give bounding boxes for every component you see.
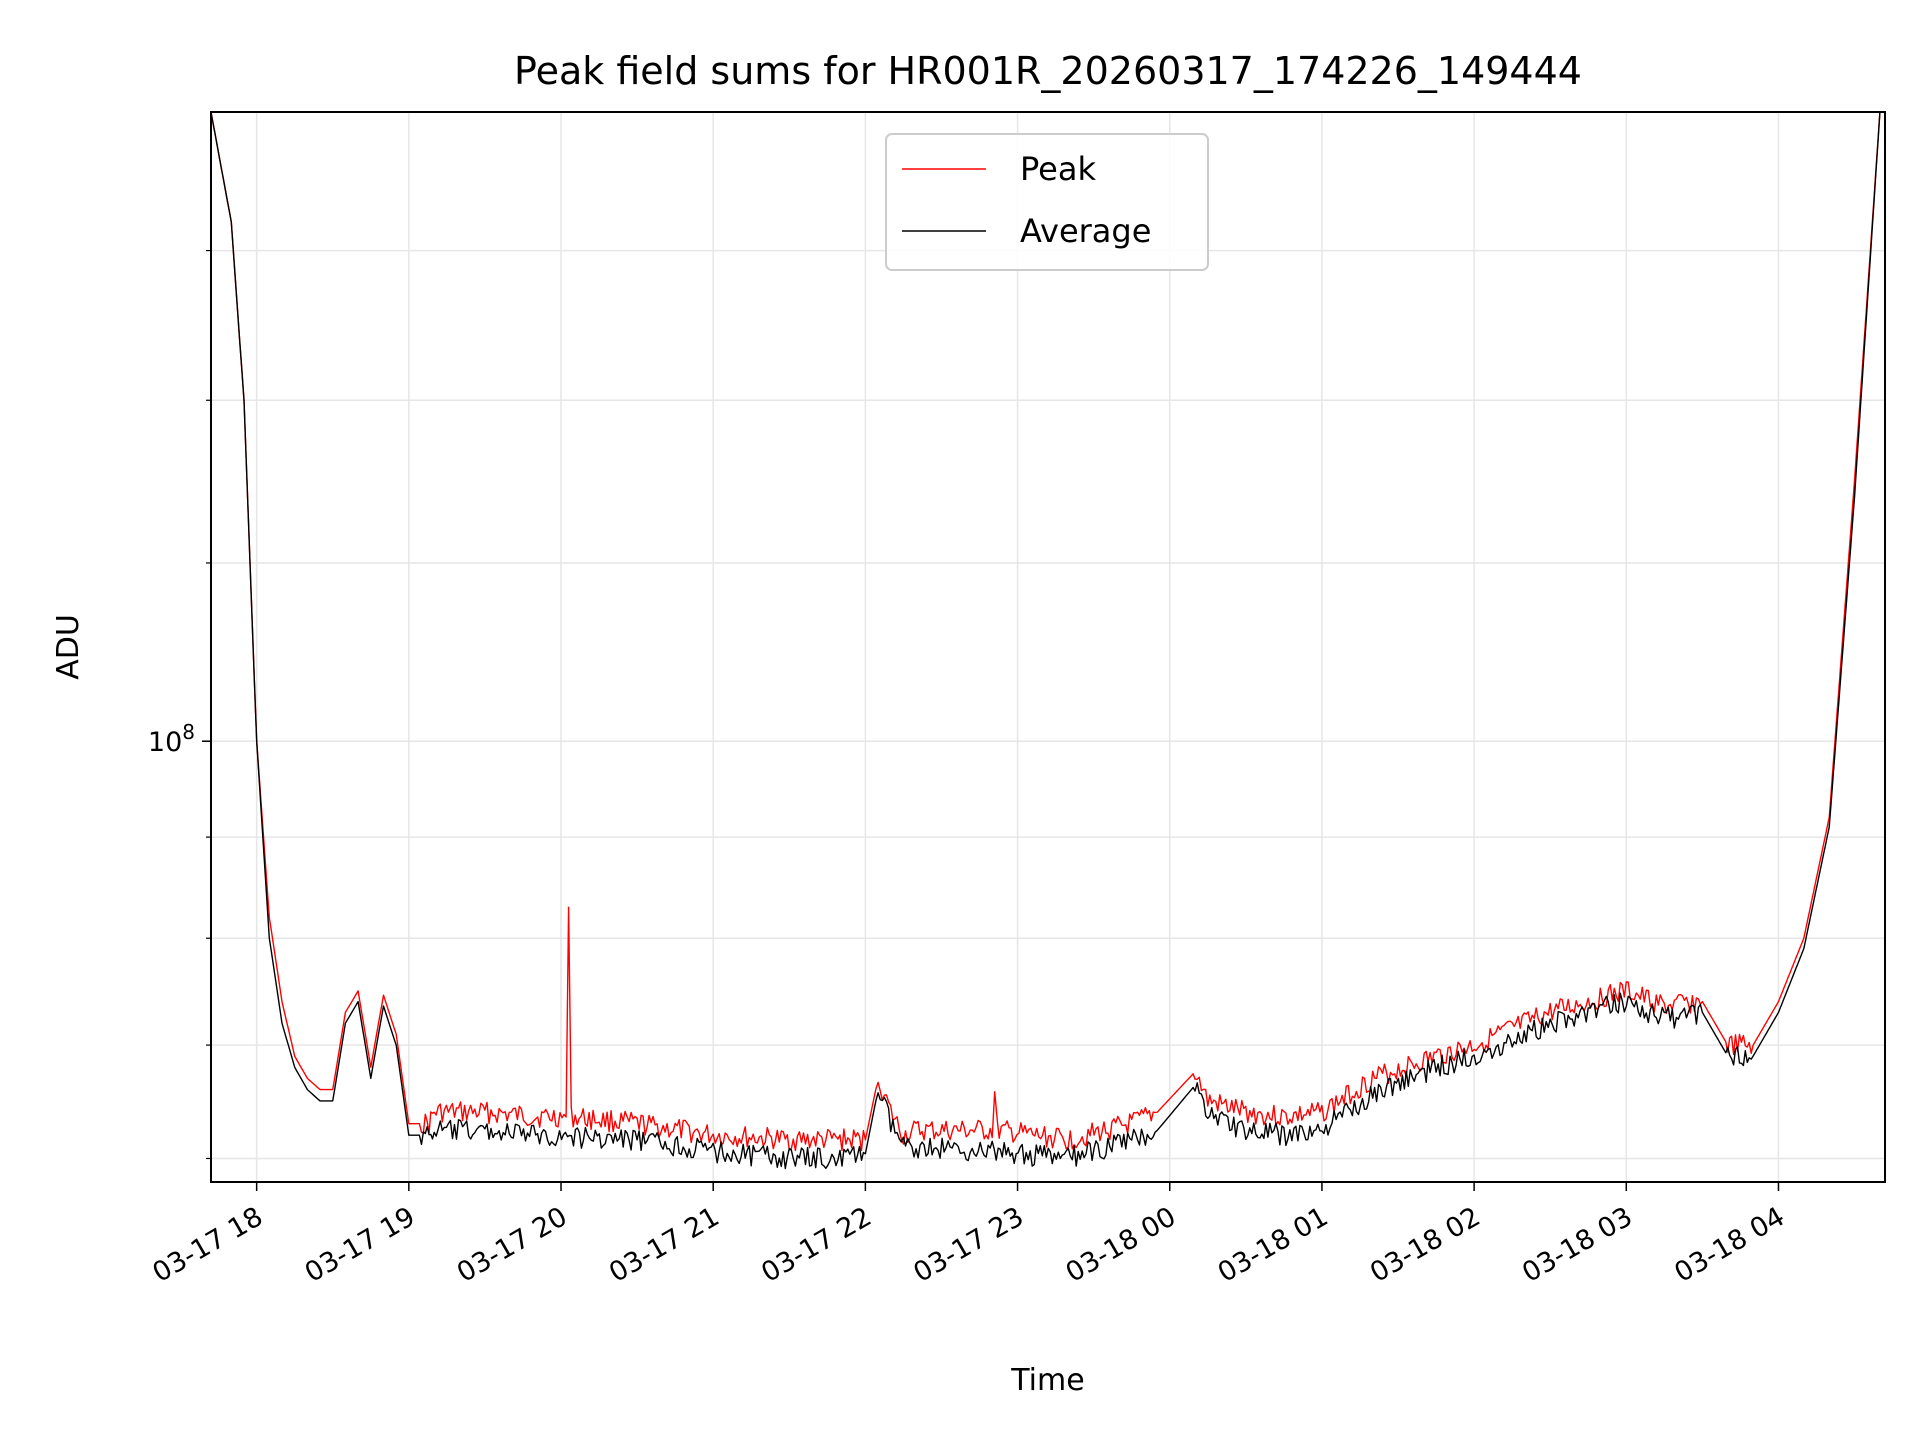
legend: Peak Average — [885, 133, 1209, 271]
grid — [211, 112, 1885, 1182]
x-axis-label: Time — [1010, 1363, 1084, 1398]
y-tick-label: 108 — [148, 720, 195, 758]
series-line-average — [211, 112, 1881, 1170]
legend-label-peak: Peak — [1020, 150, 1096, 188]
plot-frame — [210, 111, 1886, 1183]
y-axis-ticks: 108 — [148, 249, 211, 1160]
y-axis-label: ADU — [51, 614, 86, 680]
chart-title: Peak field sums for HR001R_20260317_1742… — [514, 49, 1582, 93]
legend-label-average: Average — [1020, 212, 1151, 250]
legend-box — [885, 133, 1209, 271]
series-layer — [211, 112, 1881, 1170]
series-line-peak — [211, 112, 1881, 1152]
